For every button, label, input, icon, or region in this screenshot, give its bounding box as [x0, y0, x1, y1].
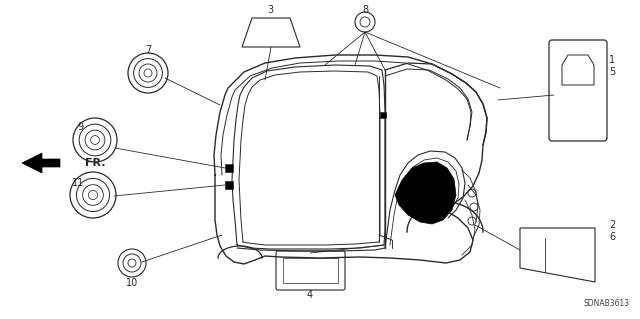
- Text: SDNAB3613: SDNAB3613: [584, 299, 630, 308]
- Bar: [380, 112, 386, 118]
- Polygon shape: [242, 18, 300, 47]
- Text: 6: 6: [609, 232, 615, 242]
- Text: 1: 1: [609, 55, 615, 65]
- Text: 8: 8: [362, 5, 368, 15]
- Polygon shape: [22, 153, 60, 173]
- FancyBboxPatch shape: [549, 40, 607, 141]
- Text: 10: 10: [126, 278, 138, 288]
- Text: 11: 11: [72, 178, 84, 188]
- Text: 9: 9: [77, 122, 83, 132]
- Polygon shape: [520, 228, 595, 282]
- Text: 4: 4: [307, 290, 313, 300]
- Text: 7: 7: [145, 45, 151, 55]
- Polygon shape: [395, 162, 456, 224]
- Text: FR.: FR.: [85, 158, 106, 168]
- Polygon shape: [562, 55, 594, 85]
- Text: 2: 2: [609, 220, 615, 230]
- Bar: [225, 164, 233, 172]
- Bar: [225, 181, 233, 189]
- Text: 5: 5: [609, 67, 615, 77]
- Text: 3: 3: [267, 5, 273, 15]
- Bar: [283, 258, 338, 283]
- FancyBboxPatch shape: [276, 251, 345, 290]
